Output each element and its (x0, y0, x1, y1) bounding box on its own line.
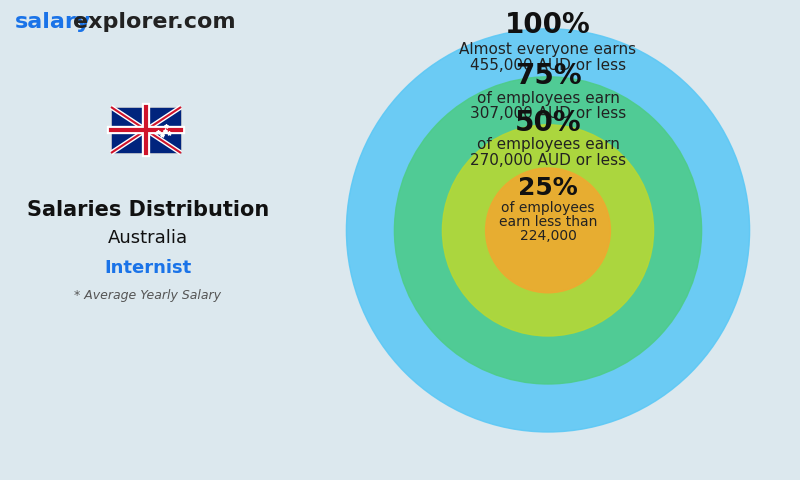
FancyBboxPatch shape (111, 107, 181, 153)
Circle shape (346, 29, 750, 432)
Text: Salaries Distribution: Salaries Distribution (27, 200, 269, 220)
Circle shape (442, 125, 654, 336)
Text: 455,000 AUD or less: 455,000 AUD or less (470, 58, 626, 72)
Text: of employees: of employees (502, 201, 594, 215)
Text: of employees earn: of employees earn (477, 137, 619, 153)
Text: 224,000: 224,000 (519, 229, 577, 243)
Text: 50%: 50% (514, 109, 582, 137)
Text: 270,000 AUD or less: 270,000 AUD or less (470, 154, 626, 168)
Text: 307,000 AUD or less: 307,000 AUD or less (470, 107, 626, 121)
Circle shape (394, 77, 702, 384)
Text: of employees earn: of employees earn (477, 91, 619, 106)
Text: salary: salary (15, 12, 91, 32)
Text: Internist: Internist (104, 259, 192, 277)
Text: 100%: 100% (505, 11, 591, 39)
Text: Australia: Australia (108, 229, 188, 247)
Text: explorer.com: explorer.com (73, 12, 236, 32)
Text: earn less than: earn less than (499, 215, 597, 229)
Text: 75%: 75% (514, 62, 582, 90)
Text: Almost everyone earns: Almost everyone earns (459, 42, 637, 57)
Circle shape (486, 168, 610, 293)
Text: 25%: 25% (518, 176, 578, 200)
Text: * Average Yearly Salary: * Average Yearly Salary (74, 289, 222, 302)
